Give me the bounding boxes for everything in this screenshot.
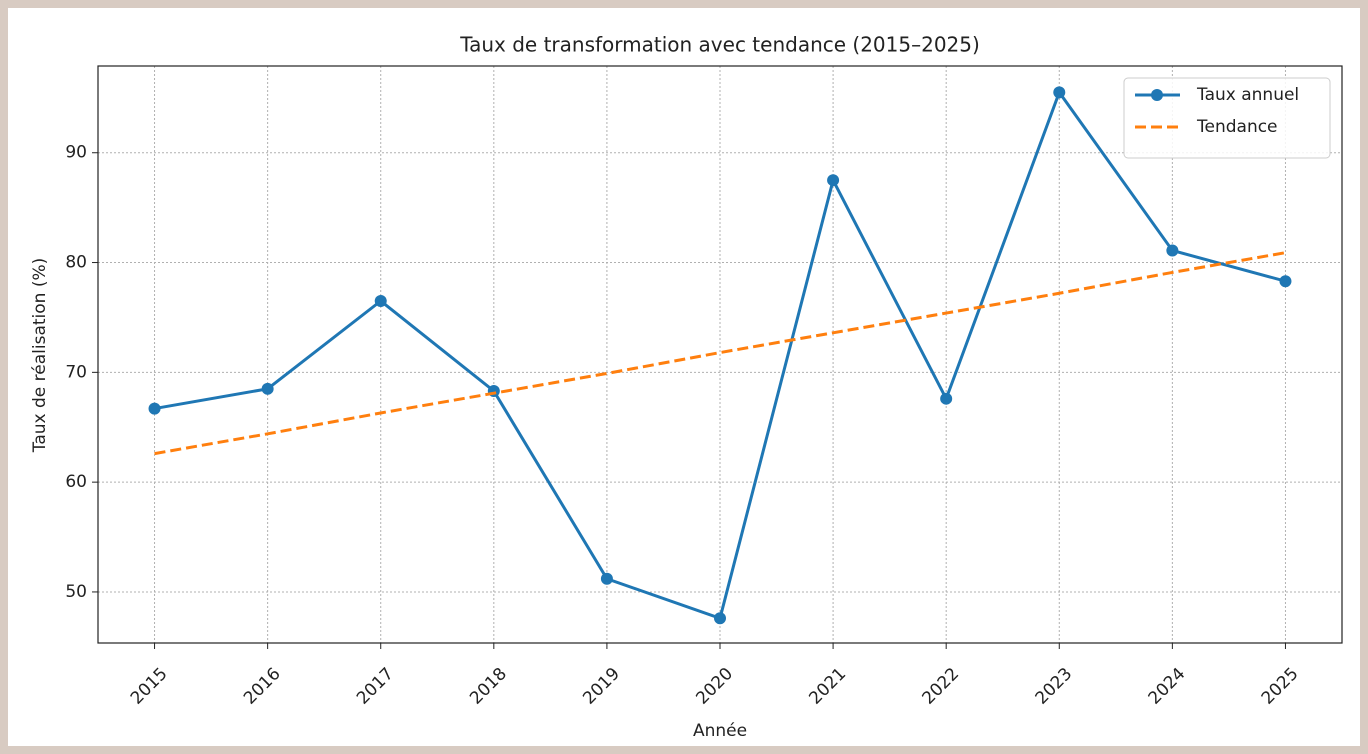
x-axis-label: Année bbox=[693, 721, 747, 741]
chart-title: Taux de transformation avec tendance (20… bbox=[459, 33, 980, 57]
data-point bbox=[714, 612, 726, 625]
y-tick-label: 60 bbox=[65, 472, 87, 492]
y-tick-label: 50 bbox=[65, 582, 87, 602]
data-point bbox=[261, 382, 274, 395]
legend-label: Tendance bbox=[1196, 117, 1278, 137]
data-point bbox=[374, 294, 387, 307]
legend-box bbox=[1123, 77, 1331, 159]
data-point bbox=[1279, 275, 1292, 288]
data-point bbox=[1053, 86, 1066, 99]
y-tick-label: 80 bbox=[65, 253, 87, 273]
y-tick-label: 70 bbox=[65, 362, 87, 382]
data-point bbox=[148, 402, 161, 415]
data-point bbox=[940, 392, 953, 405]
plot-frame bbox=[97, 65, 1343, 644]
data-point bbox=[827, 174, 840, 187]
y-tick-label: 90 bbox=[65, 143, 87, 163]
data-point bbox=[600, 572, 613, 585]
y-axis-label: Taux de réalisation (%) bbox=[30, 258, 50, 453]
legend-marker bbox=[1151, 89, 1163, 101]
data-point bbox=[1166, 244, 1179, 257]
legend-label: Taux annuel bbox=[1196, 85, 1299, 105]
